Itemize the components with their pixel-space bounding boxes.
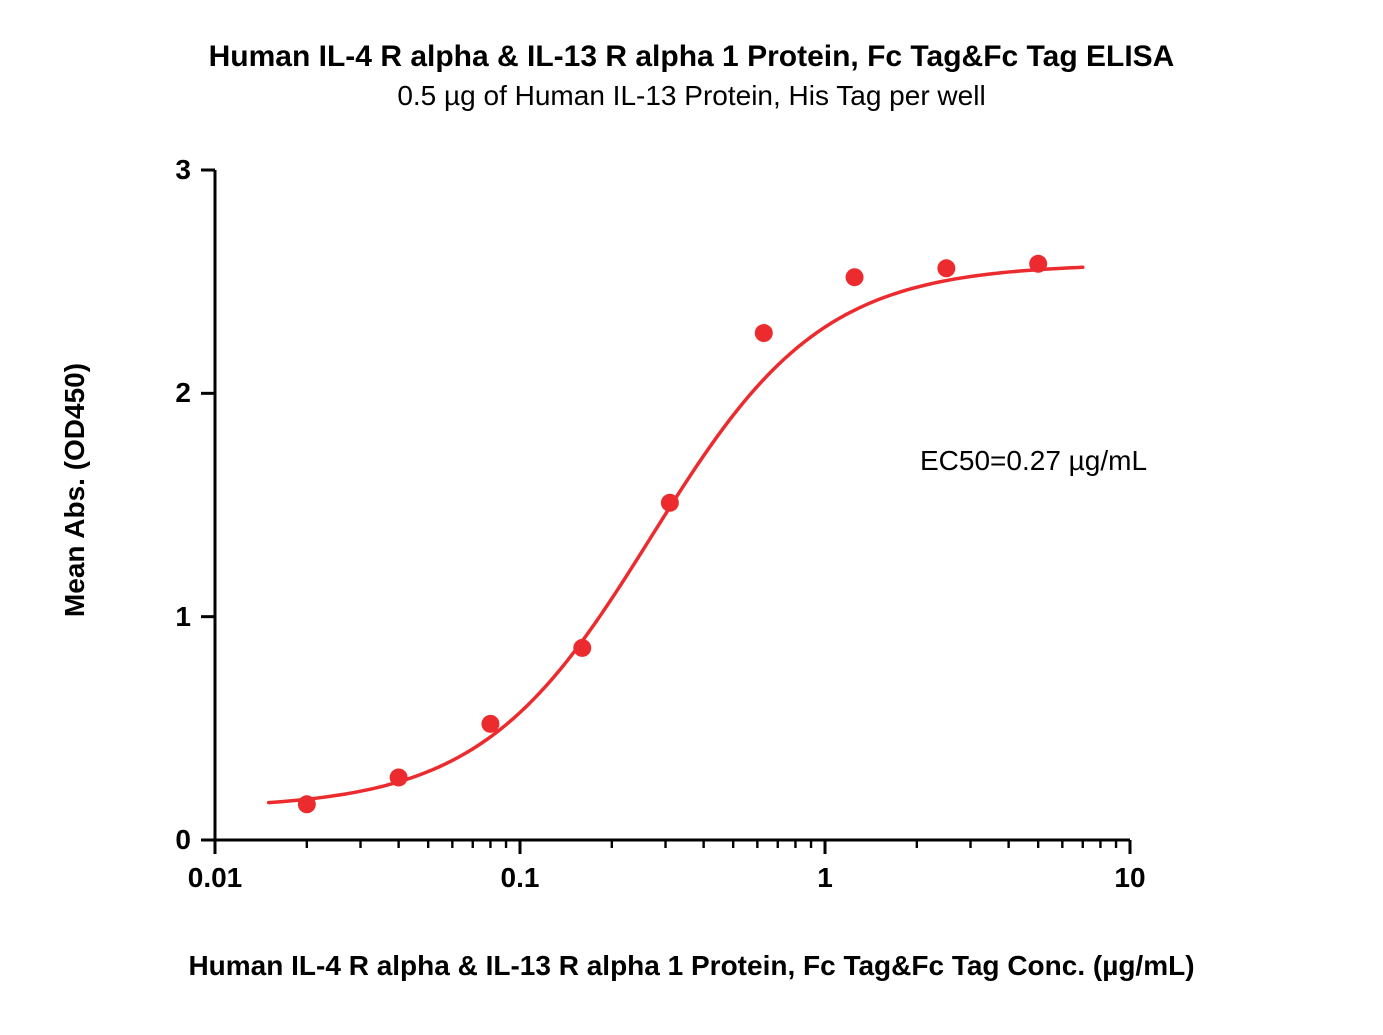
y-tick-label: 0 [131,824,191,856]
x-tick-label: 1 [817,862,833,894]
y-tick-label: 2 [131,377,191,409]
y-tick-label: 1 [131,601,191,633]
x-tick-label: 0.1 [501,862,540,894]
y-tick-label: 3 [131,154,191,186]
elisa-chart: Human IL-4 R alpha & IL-13 R alpha 1 Pro… [0,0,1383,1035]
x-tick-label: 10 [1114,862,1145,894]
x-tick-label: 0.01 [188,862,243,894]
